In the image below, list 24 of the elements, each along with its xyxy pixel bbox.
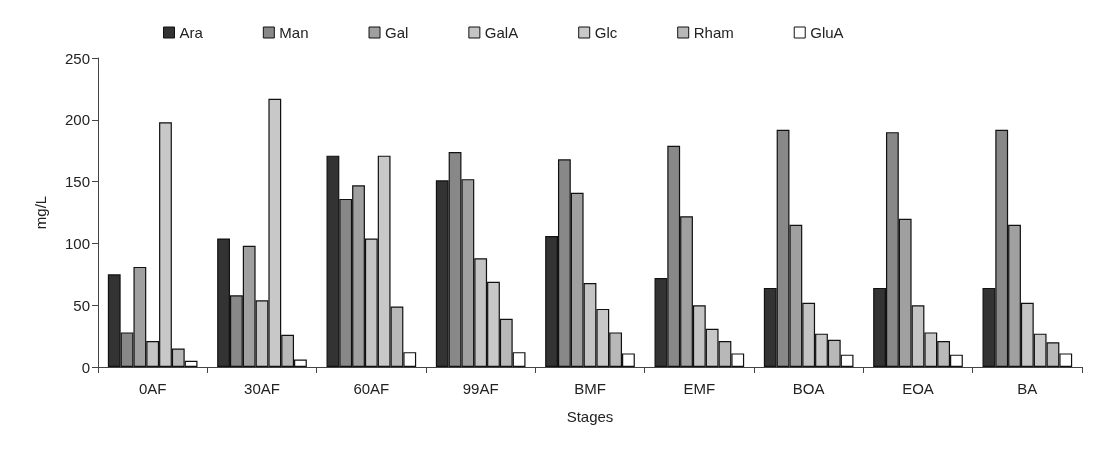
- y-tick-label: 200: [64, 111, 90, 129]
- y-tick-label: 0: [81, 358, 90, 376]
- x-tick-label: 30AF: [244, 380, 280, 397]
- legend-label: Ara: [179, 24, 204, 41]
- legend-label: Glc: [594, 24, 618, 41]
- legend-label: Rham: [693, 24, 734, 41]
- x-tick-label: 0AF: [138, 380, 167, 397]
- x-tick-label: BA: [1017, 380, 1038, 397]
- x-tick-label: EMF: [683, 380, 716, 397]
- x-tick-label: BMF: [574, 380, 606, 397]
- y-tick-label: 150: [64, 173, 90, 191]
- x-tick-label: 60AF: [353, 380, 390, 397]
- legend-label: GalA: [484, 24, 519, 41]
- y-tick-label: 50: [73, 296, 90, 314]
- x-tick-label: 99AF: [462, 380, 499, 397]
- y-tick-label: 100: [64, 234, 90, 252]
- y-tick-label: 250: [64, 49, 90, 67]
- x-axis-title: Stages: [566, 408, 614, 425]
- x-tick-label: BOA: [792, 380, 825, 397]
- legend-label: Gal: [385, 24, 409, 41]
- legend-label: GluA: [810, 24, 844, 41]
- legend-label: Man: [279, 24, 309, 41]
- y-axis-title: mg/L: [32, 195, 49, 230]
- x-tick-label: EOA: [902, 380, 934, 397]
